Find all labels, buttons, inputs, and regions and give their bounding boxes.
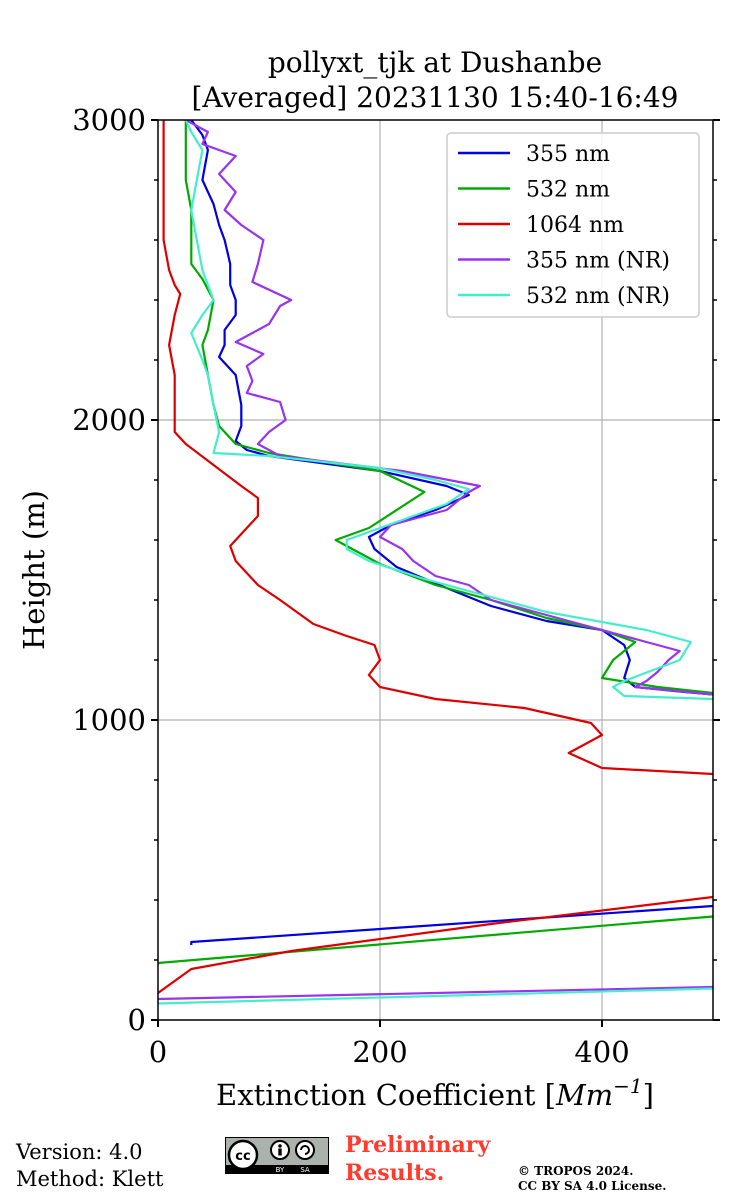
copyright-line2: CC BY SA 4.0 License. bbox=[518, 1179, 667, 1193]
series-line-355-nm-nr--3 bbox=[158, 985, 713, 1001]
x-tick-label-1: 200 bbox=[352, 1035, 407, 1069]
copyright-notice: © TROPOS 2024. CC BY SA 4.0 License. bbox=[518, 1164, 666, 1194]
y-tick-label-3: 3000 bbox=[72, 103, 146, 137]
version-text: Version: 4.0 bbox=[16, 1140, 143, 1164]
x-tick-label-2: 400 bbox=[574, 1035, 629, 1069]
legend-label-0: 355 nm bbox=[526, 142, 610, 167]
legend-box bbox=[446, 132, 700, 318]
legend-label-1: 532 nm bbox=[526, 178, 610, 203]
x-axis-label: Extinction Coefficient [Mm−1] bbox=[216, 1074, 654, 1112]
x-axis-label-text: Extinction Coefficient [ bbox=[216, 1078, 556, 1112]
method-text: Method: Klett bbox=[16, 1167, 164, 1191]
legend: 355 nm 532 nm 1064 nm 355 nm (NR) 532 nm (NR… bbox=[446, 132, 700, 318]
legend-label-3: 355 nm (NR) bbox=[526, 249, 670, 274]
cc-sa-label: SA bbox=[300, 1166, 310, 1174]
prelim-line2: Results. bbox=[345, 1160, 445, 1186]
series-line-532-nm-1 bbox=[158, 915, 713, 965]
x-axis-label-unit: Mm bbox=[555, 1078, 613, 1112]
prelim-line1: Preliminary bbox=[345, 1132, 491, 1158]
y-tick-label-1: 1000 bbox=[72, 703, 146, 737]
copyright-line1: © TROPOS 2024. bbox=[518, 1164, 634, 1178]
chart-title-line1: pollyxt_tjk at Dushanbe bbox=[268, 46, 602, 79]
preliminary-results-note: Preliminary Results. bbox=[345, 1131, 490, 1187]
cc-by-label: BY bbox=[276, 1166, 285, 1174]
series-layer bbox=[158, 120, 713, 1005]
legend-label-2: 1064 nm bbox=[526, 213, 624, 238]
series-line-532-nm-nr--9 bbox=[184, 120, 713, 701]
svg-text:cc: cc bbox=[235, 1149, 250, 1164]
cc-by-sa-logo: cc BY SA bbox=[225, 1137, 329, 1174]
series-line-532-nm-nr--4 bbox=[158, 987, 713, 1005]
series-line-355-nm-nr--8 bbox=[185, 120, 713, 696]
axis-ticks: 0 1000 2000 3000 0 200 400 bbox=[72, 103, 720, 1069]
y-tick-label-0: 0 bbox=[128, 1003, 146, 1037]
y-tick-label-2: 2000 bbox=[72, 403, 146, 437]
series-line-1064-nm-7 bbox=[162, 120, 713, 776]
version-info: Version: 4.0 Method: Klett bbox=[16, 1139, 163, 1193]
plot-frame bbox=[157, 119, 714, 1021]
x-axis-label-close: ] bbox=[643, 1078, 654, 1112]
x-axis-label-exp: −1 bbox=[613, 1074, 642, 1098]
series-line-1064-nm-2 bbox=[158, 895, 713, 994]
chart-title-line2: [Averaged] 20231130 15:40-16:49 bbox=[192, 81, 679, 114]
x-tick-label-0: 0 bbox=[149, 1035, 167, 1069]
legend-label-4: 532 nm (NR) bbox=[526, 284, 670, 309]
y-axis-label: Height (m) bbox=[17, 490, 51, 650]
